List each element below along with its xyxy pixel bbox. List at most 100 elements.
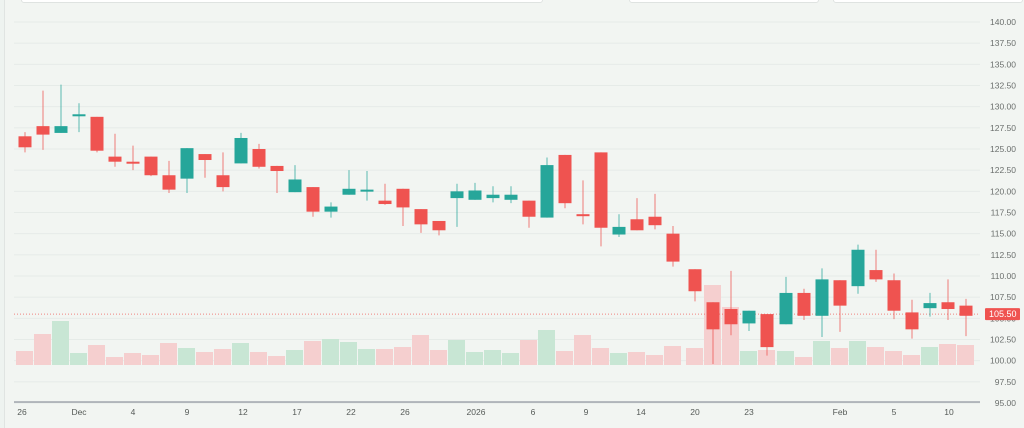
candle — [941, 279, 955, 321]
candle — [414, 209, 428, 233]
y-tick-label: 115.00 — [991, 229, 1017, 239]
candle — [36, 90, 50, 150]
candle — [72, 103, 86, 133]
price-axis[interactable]: 140.00 137.50 135.00 132.50 130.00 127.50 125.… — [990, 17, 1016, 408]
volume-bar — [142, 355, 159, 365]
candle — [688, 269, 702, 302]
top-panel-edge — [21, 0, 543, 3]
y-tick-label: 137.50 — [990, 38, 1016, 48]
volume-bar — [520, 340, 537, 365]
x-tick-label: 10 — [944, 407, 954, 417]
candle — [742, 310, 756, 332]
candle — [144, 156, 158, 177]
x-tick-label: Feb — [833, 407, 848, 417]
candle — [851, 244, 865, 294]
top-panel-edge — [833, 0, 1023, 3]
candle — [959, 298, 973, 337]
candle — [797, 288, 811, 321]
volume-bar — [610, 353, 627, 365]
candle — [648, 193, 662, 230]
candle — [815, 268, 829, 337]
y-tick-label: 97.50 — [995, 377, 1017, 387]
last-price-text: 105.50 — [989, 309, 1017, 319]
x-tick-label: 6 — [531, 407, 536, 417]
candle — [396, 188, 410, 227]
candle — [666, 226, 680, 267]
candle — [18, 132, 32, 153]
candle — [486, 186, 500, 203]
y-tick-label: 117.50 — [991, 208, 1017, 218]
y-tick-label: 127.50 — [990, 123, 1016, 133]
volume-bar — [16, 351, 33, 365]
candle — [779, 276, 793, 325]
candle — [468, 182, 482, 200]
candle — [905, 299, 919, 339]
y-tick-label: 120.00 — [990, 186, 1016, 196]
y-tick-label: 100.00 — [990, 356, 1016, 366]
candle — [576, 180, 590, 225]
candle — [306, 187, 320, 217]
volume-bar — [250, 352, 267, 365]
volume-bar — [394, 347, 411, 365]
candle — [760, 314, 774, 356]
x-tick-label: Dec — [71, 407, 87, 417]
volume-bar — [358, 349, 375, 365]
x-tick-label: 17 — [292, 407, 302, 417]
y-tick-label: 130.00 — [990, 102, 1016, 112]
candle — [198, 154, 212, 178]
x-tick-label: 9 — [584, 407, 589, 417]
volume-bar — [957, 345, 974, 365]
volume-bar — [106, 357, 123, 365]
x-tick-label: 9 — [185, 407, 190, 417]
grid-lines — [14, 21, 980, 404]
volume-bar — [268, 356, 285, 365]
volume-bar — [178, 348, 195, 365]
time-axis[interactable]: 26 Dec 4 9 12 17 22 26 2026 6 9 14 20 23 Feb 5 10 — [17, 407, 954, 417]
candle — [288, 165, 302, 193]
volume-bar — [664, 346, 681, 365]
candle — [180, 148, 194, 194]
volume-bar — [686, 348, 703, 365]
volume-bar — [214, 349, 231, 365]
candle — [378, 183, 392, 205]
volume-bar — [322, 339, 339, 365]
y-tick-label: 122.50 — [990, 165, 1016, 175]
volume-bar — [628, 352, 645, 365]
volume-bar — [538, 330, 555, 365]
volume-bar — [646, 355, 663, 365]
last-price-badge — [985, 308, 1020, 321]
candle — [869, 249, 883, 282]
volume-bar — [466, 352, 483, 365]
candle — [833, 280, 847, 332]
volume-bar — [448, 340, 465, 365]
y-tick-label: 112.50 — [991, 250, 1017, 260]
volume-bar — [574, 335, 591, 365]
top-panel-edge — [629, 0, 819, 3]
volume-bar — [758, 350, 775, 365]
candle — [360, 171, 374, 201]
volume-bar — [70, 353, 87, 365]
x-tick-label: 20 — [690, 407, 700, 417]
y-tick-label: 125.00 — [990, 144, 1016, 154]
volume-bar — [52, 321, 69, 365]
volume-bar — [88, 345, 105, 365]
x-tick-label: 2026 — [467, 407, 486, 417]
volume-bar — [232, 343, 249, 365]
volume-bar — [939, 344, 956, 365]
volume-bars — [16, 285, 974, 365]
x-tick-label: 4 — [131, 407, 136, 417]
candle — [558, 154, 572, 209]
y-tick-label: 132.50 — [990, 81, 1016, 91]
volume-bar — [196, 352, 213, 365]
candle — [594, 152, 608, 247]
y-tick-label: 95.00 — [995, 398, 1017, 408]
candle — [450, 183, 464, 227]
x-tick-label: 26 — [400, 407, 410, 417]
volume-bar — [885, 351, 902, 365]
x-tick-label: 12 — [238, 407, 248, 417]
candle — [540, 157, 554, 218]
volume-bar — [286, 350, 303, 365]
volume-bar — [849, 341, 866, 365]
candle — [612, 214, 626, 238]
